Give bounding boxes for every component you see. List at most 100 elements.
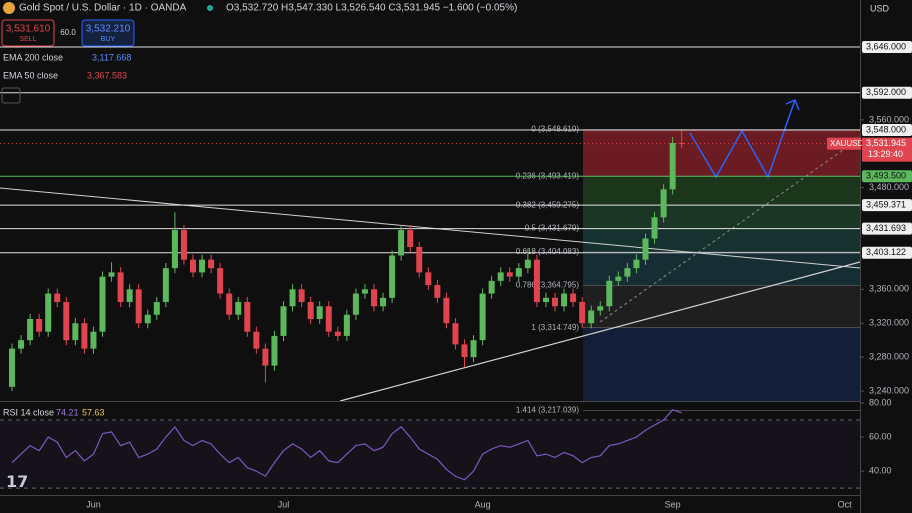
candle-body (488, 280, 495, 294)
candle-body (524, 259, 531, 269)
candle-body (81, 323, 88, 349)
fib-zone (583, 129, 860, 177)
buy-button[interactable]: 3,532.210 BUY (81, 19, 135, 47)
candle-body (660, 189, 667, 218)
symbol-tag (827, 137, 861, 150)
fib-zone (583, 205, 860, 229)
candle-body (316, 306, 323, 319)
candle-body (434, 285, 441, 298)
candle-body (18, 340, 25, 349)
rsi-tick-label: 80.00 (869, 397, 892, 407)
candle-body (633, 259, 640, 269)
rsi-signal: 57.63 (82, 407, 105, 417)
trend-line (0, 187, 861, 269)
candle-body (199, 259, 206, 273)
candle-body (352, 293, 359, 315)
collapse-button[interactable] (1, 87, 21, 104)
candle-body (262, 348, 269, 366)
candle-body (398, 230, 405, 256)
candle-body (45, 293, 52, 332)
sell-price[interactable]: 3,531.610 (6, 24, 51, 35)
candle-body (298, 289, 305, 303)
candle-body (361, 289, 368, 294)
candle-body (217, 268, 224, 294)
sell-box[interactable] (1, 19, 55, 47)
price-label: 3,548.000 (866, 124, 906, 134)
candle-body (117, 272, 124, 303)
candle-body (135, 289, 142, 324)
candle-body (588, 310, 595, 324)
ema-value: 3,117.668 (92, 52, 131, 62)
candle-body (63, 302, 70, 341)
x-tick-label: Jun (86, 499, 101, 509)
candle-body (542, 297, 549, 303)
fib-zone (583, 285, 860, 328)
logo: 𝟭𝟳 (6, 474, 28, 491)
fib-zone (583, 327, 860, 401)
symbol-title: Gold Spot / U.S. Dollar · 1D · OANDA (19, 3, 187, 14)
candle-body (606, 280, 613, 307)
candle-body (452, 323, 459, 345)
last-price-box (862, 137, 912, 162)
projection-line (599, 137, 861, 323)
symbol-tag-text: XAUUSD (830, 139, 864, 148)
candle-body (244, 302, 251, 332)
candle-body (180, 230, 187, 260)
candle-body (90, 331, 97, 349)
buy-price[interactable]: 3,532.210 (86, 24, 131, 35)
candle-body (171, 230, 178, 269)
price-label: 3,646.000 (866, 41, 906, 51)
x-tick-label: Oct (838, 499, 853, 509)
sell-button[interactable]: 3,531.610 SELL (1, 19, 55, 47)
candle-body (416, 246, 423, 273)
candle-body (271, 335, 278, 366)
price-label: 3,592.000 (866, 87, 906, 97)
trend-line (339, 261, 861, 402)
price-label: 3,493.500 (866, 171, 906, 181)
fib-label: 0.618 (3,404.083) (516, 247, 579, 256)
price-label-box (862, 124, 912, 137)
ema-name: EMA 200 close (3, 52, 63, 62)
candle-body (570, 293, 577, 303)
candle-body (380, 297, 387, 307)
fib-zone (583, 176, 860, 206)
y-tick-label: 3,560.000 (869, 114, 909, 124)
ema-value: 3,367.583 (87, 70, 127, 80)
candle-body (506, 272, 513, 277)
sell-label[interactable]: SELL (19, 36, 36, 43)
candle-body (389, 255, 396, 298)
candle-body (669, 142, 676, 190)
symbol-icon (3, 2, 15, 14)
rsi-name: RSI 14 close (3, 407, 54, 417)
zigzag-arrow (689, 99, 796, 179)
price-label-box (862, 246, 912, 259)
candle-body (334, 331, 341, 336)
currency[interactable]: USD (870, 3, 890, 13)
candle-body (651, 217, 658, 239)
spread: 60.0 (60, 28, 76, 37)
candle-body (407, 230, 414, 247)
candle-body (343, 314, 350, 336)
price-label-box (862, 199, 912, 212)
x-tick-label: Aug (475, 499, 491, 509)
rsi-tick-label: 60.00 (869, 431, 892, 441)
candle-body (642, 238, 649, 260)
y-tick-label: 3,240.000 (869, 385, 909, 395)
y-tick-label: 3,360.000 (869, 284, 909, 294)
arrow-head (785, 98, 800, 111)
candle-body (497, 272, 504, 281)
rsi-line (11, 409, 682, 481)
candle-body (289, 289, 296, 307)
candle-body (470, 340, 477, 358)
candle-body (144, 314, 151, 324)
buy-box[interactable] (81, 19, 135, 47)
candle-body (280, 306, 287, 336)
candle-body (325, 306, 332, 332)
candle-body (162, 268, 169, 303)
price-label-box (862, 86, 912, 99)
candle-body (561, 293, 568, 307)
x-tick-label: Sep (665, 499, 681, 509)
buy-label[interactable]: BUY (101, 36, 116, 43)
